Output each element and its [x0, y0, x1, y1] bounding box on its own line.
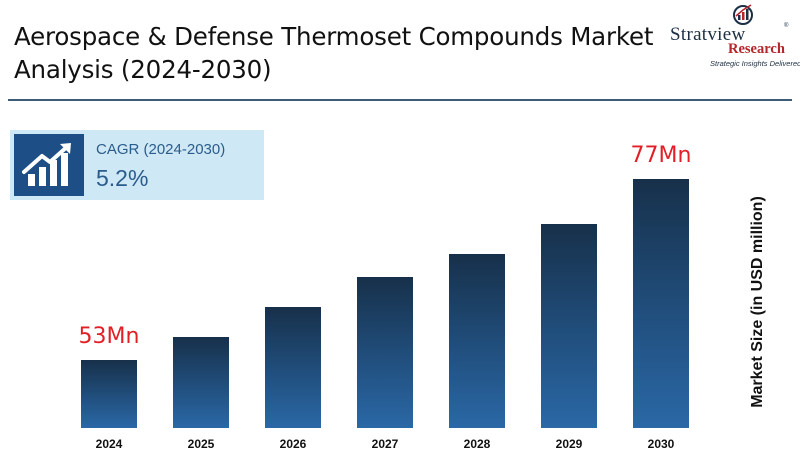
x-tick-label-2027: 2027 — [371, 437, 399, 451]
x-tick-label-2024: 2024 — [95, 437, 123, 451]
x-tick-label-2030: 2030 — [647, 437, 675, 451]
page-title: Aerospace & Defense Thermoset Compounds … — [14, 22, 654, 84]
header-divider — [8, 99, 792, 101]
bar-2024 — [81, 360, 137, 428]
bar-2030 — [633, 179, 689, 428]
bar-2025 — [173, 337, 229, 428]
bar-2029 — [541, 224, 597, 428]
x-tick-label-2029: 2029 — [555, 437, 583, 451]
y-axis-label: Market Size (in USD million) — [749, 196, 766, 408]
cagr-box: CAGR (2024-2030) 5.2% — [10, 130, 264, 200]
data-label-2030: 77Mn — [630, 143, 692, 168]
x-tick-label-2028: 2028 — [463, 437, 491, 451]
logo-tagline: Strategic Insights Delivered — [710, 59, 800, 68]
data-label-2024: 53Mn — [78, 324, 140, 350]
logo-research: Research — [728, 41, 785, 57]
x-tick-label-2026: 2026 — [279, 437, 307, 451]
bar-2028 — [449, 254, 505, 428]
growth-chart-icon — [14, 134, 84, 196]
cagr-value: 5.2% — [96, 165, 149, 191]
cagr-label: CAGR (2024-2030) — [96, 141, 226, 158]
logo-registered-mark: ® — [784, 23, 789, 29]
x-tick-label-2025: 2025 — [187, 437, 215, 451]
logo-mark-icon — [733, 4, 753, 25]
bar-2026 — [265, 307, 321, 428]
logo-name: Stratview — [670, 24, 746, 45]
bar-2027 — [357, 277, 413, 428]
logo: Stratview ® Research Strategic Insights … — [662, 2, 800, 72]
